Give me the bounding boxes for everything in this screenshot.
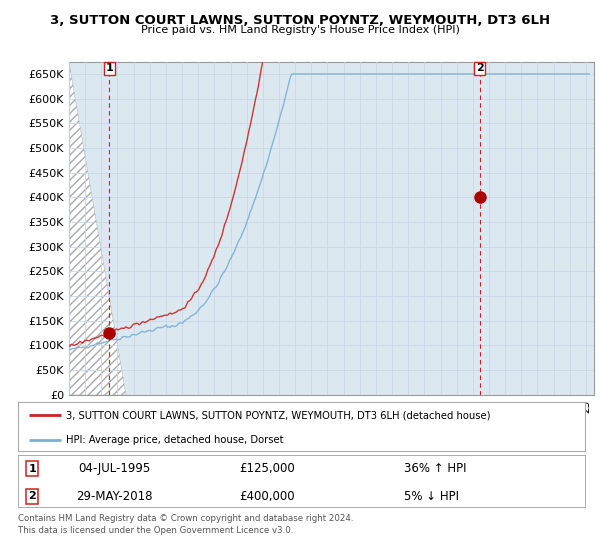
Text: Contains HM Land Registry data © Crown copyright and database right 2024.
This d: Contains HM Land Registry data © Crown c… — [18, 514, 353, 535]
Text: 36% ↑ HPI: 36% ↑ HPI — [404, 463, 466, 475]
Text: 3, SUTTON COURT LAWNS, SUTTON POYNTZ, WEYMOUTH, DT3 6LH: 3, SUTTON COURT LAWNS, SUTTON POYNTZ, WE… — [50, 14, 550, 27]
Text: 3, SUTTON COURT LAWNS, SUTTON POYNTZ, WEYMOUTH, DT3 6LH (detached house): 3, SUTTON COURT LAWNS, SUTTON POYNTZ, WE… — [66, 410, 491, 421]
Text: 2: 2 — [476, 63, 484, 73]
Text: £400,000: £400,000 — [239, 490, 295, 503]
Text: 2: 2 — [28, 491, 36, 501]
Text: 04-JUL-1995: 04-JUL-1995 — [78, 463, 151, 475]
Text: £125,000: £125,000 — [239, 463, 295, 475]
Text: HPI: Average price, detached house, Dorset: HPI: Average price, detached house, Dors… — [66, 435, 284, 445]
Text: 5% ↓ HPI: 5% ↓ HPI — [404, 490, 458, 503]
Text: 1: 1 — [28, 464, 36, 474]
Text: 29-MAY-2018: 29-MAY-2018 — [76, 490, 152, 503]
Text: 1: 1 — [106, 63, 113, 73]
Polygon shape — [69, 62, 125, 395]
Text: Price paid vs. HM Land Registry's House Price Index (HPI): Price paid vs. HM Land Registry's House … — [140, 25, 460, 35]
